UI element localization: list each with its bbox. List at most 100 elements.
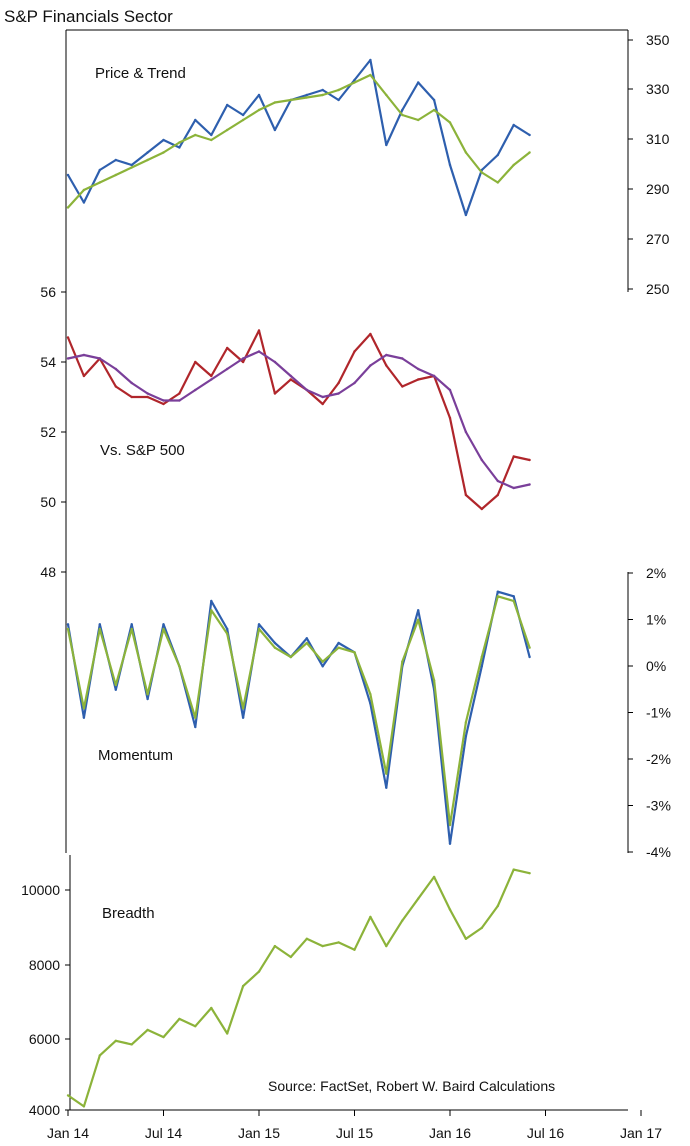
data-point (130, 623, 133, 626)
data-point (528, 872, 531, 875)
data-point (226, 632, 229, 635)
data-point (210, 374, 213, 378)
data-point (448, 823, 452, 827)
data-point (512, 123, 515, 127)
y-tick-label: -2% (646, 751, 671, 767)
series-line-blue (66, 590, 531, 845)
data-point (178, 1017, 181, 1021)
data-point (480, 926, 483, 930)
data-point (178, 399, 181, 402)
data-point (401, 357, 404, 360)
data-point (289, 655, 292, 659)
data-point (98, 357, 102, 360)
data-point (194, 360, 197, 364)
y-tick-label: 330 (646, 81, 670, 97)
data-point (464, 151, 468, 154)
data-point (82, 1105, 86, 1108)
y-tick-label: 350 (646, 32, 670, 48)
x-tick-label: Jan 15 (238, 1125, 280, 1141)
momentum-label: Momentum (98, 747, 173, 764)
chart-title: S&P Financials Sector (4, 7, 173, 26)
data-point (353, 78, 356, 82)
x-tick-label: Jul 14 (145, 1125, 183, 1141)
data-point (337, 392, 340, 395)
data-point (98, 623, 102, 626)
data-point (464, 430, 468, 434)
data-point (98, 181, 102, 184)
data-point (241, 113, 245, 117)
data-point (417, 618, 420, 621)
data-point (114, 1039, 118, 1043)
y-tick-label: 8000 (29, 957, 60, 973)
data-point (82, 353, 86, 357)
y-tick-label: 2% (646, 565, 666, 581)
data-point (273, 128, 277, 132)
data-point (98, 1054, 102, 1057)
y-tick-label: 48 (40, 564, 56, 580)
data-point (305, 637, 308, 640)
data-point (480, 655, 483, 659)
data-point (210, 609, 213, 612)
data-point (257, 93, 261, 97)
data-point (130, 395, 133, 399)
data-point (432, 875, 436, 879)
data-point (178, 665, 181, 668)
data-point (337, 641, 340, 645)
data-point (178, 146, 181, 149)
data-point (305, 96, 308, 99)
data-point (241, 118, 245, 122)
data-point (448, 121, 452, 124)
data-point (385, 143, 388, 147)
data-point (385, 364, 388, 367)
data-point (417, 378, 420, 381)
data-point (226, 367, 229, 371)
data-point (512, 868, 515, 871)
data-point (82, 707, 86, 710)
data-point (162, 402, 165, 406)
data-point (353, 350, 356, 353)
data-point (512, 599, 515, 603)
data-point (321, 944, 324, 948)
data-point (528, 655, 531, 659)
data-point (162, 138, 165, 142)
breadth-label: Breadth (102, 905, 155, 922)
data-point (480, 507, 483, 511)
data-point (66, 173, 70, 177)
y-tick-label: 1% (646, 612, 666, 628)
data-point (353, 948, 356, 951)
y-tick-label: 6000 (29, 1031, 60, 1047)
data-point (66, 336, 70, 339)
data-point (385, 944, 388, 948)
data-point (82, 374, 86, 378)
data-point (321, 660, 324, 663)
y-tick-label: 310 (646, 131, 670, 147)
data-point (496, 904, 499, 908)
y-tick-label: 56 (40, 284, 56, 300)
data-point (273, 101, 277, 104)
data-point (82, 716, 86, 719)
data-point (194, 725, 197, 729)
data-point (448, 388, 452, 392)
data-point (146, 395, 149, 399)
series-line-green (67, 73, 531, 209)
data-point (114, 158, 118, 162)
data-point (401, 385, 404, 388)
data-point (162, 151, 165, 154)
data-point (417, 81, 420, 84)
data-point (353, 381, 356, 385)
data-point (321, 93, 324, 97)
series-line-blue (67, 58, 531, 217)
data-point (401, 113, 404, 117)
data-point (448, 908, 452, 911)
data-point (66, 627, 70, 631)
vs-sp500-label: Vs. S&P 500 (100, 442, 185, 459)
data-point (305, 937, 308, 940)
data-point (66, 1094, 70, 1097)
data-point (337, 646, 340, 649)
data-point (417, 609, 420, 612)
y-tick-label: 270 (646, 231, 670, 247)
data-point (385, 772, 388, 775)
data-point (417, 118, 420, 122)
data-point (401, 919, 404, 922)
panel-frames (65, 29, 629, 1111)
